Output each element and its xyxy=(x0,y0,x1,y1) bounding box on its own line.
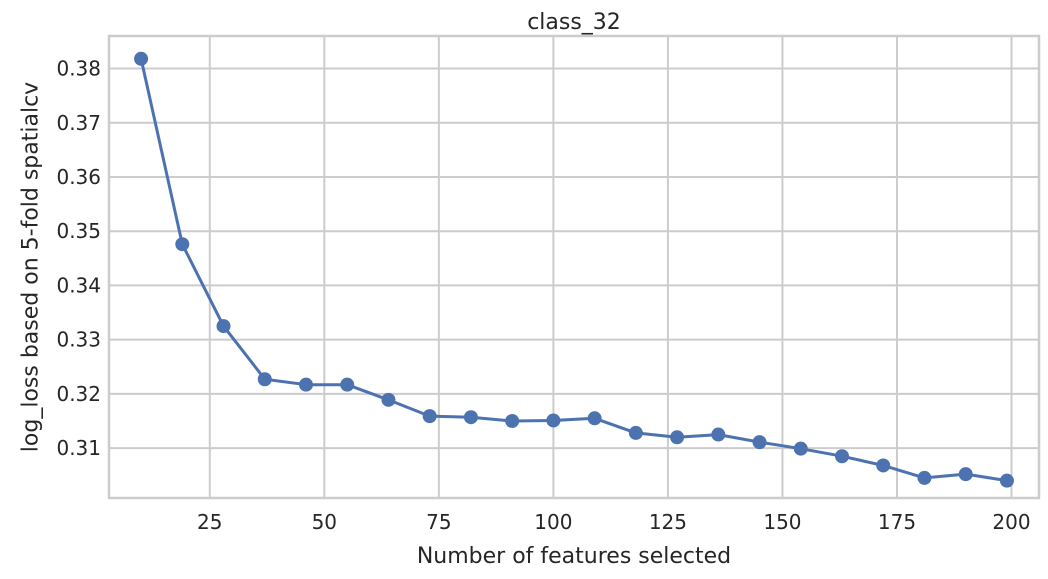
data-point xyxy=(257,372,272,387)
x-axis-label: Number of features selected xyxy=(417,544,731,569)
x-tick-label: 50 xyxy=(312,510,337,534)
y-tick-label: 0.37 xyxy=(56,111,101,135)
data-point xyxy=(134,51,149,66)
y-tick-label: 0.33 xyxy=(56,328,101,352)
data-point xyxy=(999,473,1014,488)
y-tick-label: 0.32 xyxy=(56,382,101,406)
y-tick-label: 0.36 xyxy=(56,165,101,189)
data-point xyxy=(175,237,190,252)
data-point xyxy=(587,411,602,426)
data-point xyxy=(546,413,561,428)
plot-frame xyxy=(107,34,1041,500)
x-tick-label: 150 xyxy=(763,510,801,534)
x-tick-label: 25 xyxy=(197,510,222,534)
data-point xyxy=(628,425,643,440)
y-axis-label: log_loss based on 5-fold spatialcv xyxy=(19,82,44,452)
x-tick-label: 100 xyxy=(534,510,572,534)
data-point xyxy=(422,409,437,424)
y-tick-label: 0.34 xyxy=(56,273,101,297)
data-point xyxy=(340,377,355,392)
data-point xyxy=(463,410,478,425)
data-point xyxy=(381,392,396,407)
data-point xyxy=(917,470,932,485)
x-tick-label: 175 xyxy=(878,510,916,534)
y-tick-label: 0.38 xyxy=(56,57,101,81)
data-point xyxy=(752,435,767,450)
data-point xyxy=(298,377,313,392)
tick-labels: 25 50 75 100 125 150 175 200 0.31 0.32 0.33 0.34 0.3… xyxy=(56,57,1030,534)
data-point xyxy=(958,467,973,482)
data-point xyxy=(216,319,231,334)
chart-title: class_32 xyxy=(527,10,621,35)
data-point xyxy=(505,414,520,428)
x-tick-label: 125 xyxy=(649,510,687,534)
data-point xyxy=(876,458,891,473)
x-tick-label: 200 xyxy=(992,510,1030,534)
series-line xyxy=(139,58,1008,483)
data-point xyxy=(835,449,850,464)
x-tick-label: 75 xyxy=(426,510,451,534)
data-point xyxy=(711,427,726,442)
y-tick-label: 0.31 xyxy=(56,436,101,460)
series-layer xyxy=(134,51,1014,488)
data-point xyxy=(793,441,808,456)
grid xyxy=(109,36,1039,498)
data-point xyxy=(670,430,685,445)
y-tick-label: 0.35 xyxy=(56,219,101,243)
